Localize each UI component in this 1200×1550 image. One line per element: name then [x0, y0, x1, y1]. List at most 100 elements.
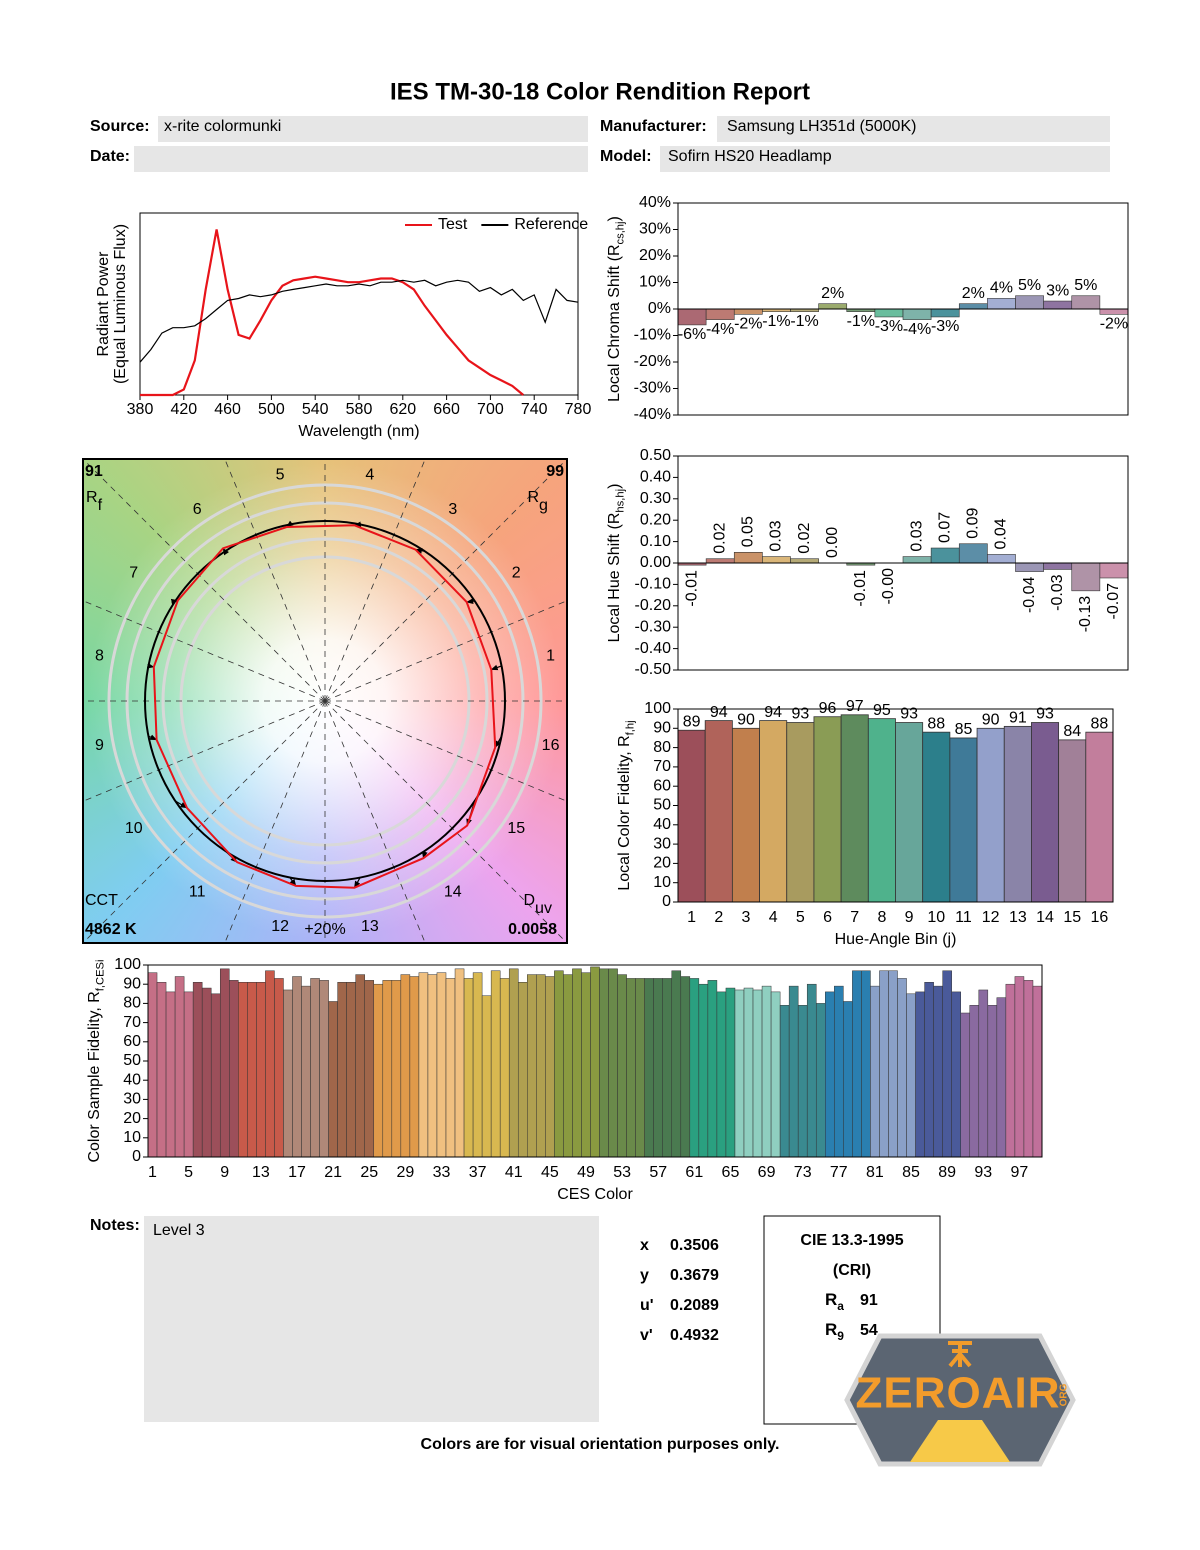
bar — [472, 972, 483, 1158]
x-tick-label: 380 — [127, 401, 154, 418]
bar — [1014, 976, 1025, 1158]
subscript: cs,hj — [615, 221, 627, 244]
bar — [762, 556, 791, 564]
subscript: f — [98, 496, 103, 514]
bar — [759, 720, 788, 903]
x-tick-label: 540 — [302, 401, 329, 418]
bar — [987, 554, 1016, 564]
bar — [888, 970, 898, 1158]
bar — [1099, 308, 1129, 315]
x-tick-label: 2 — [714, 909, 723, 926]
bin-boundary — [324, 460, 566, 702]
field-value: Samsung LH351d (5000K) — [727, 118, 916, 135]
bar — [716, 991, 727, 1158]
bar — [734, 989, 745, 1158]
subscript: hs,hj — [615, 489, 627, 513]
coord-value: 0.3679 — [670, 1267, 719, 1284]
bar — [818, 303, 848, 310]
y-tick-label: 80 — [123, 995, 141, 1012]
bar — [689, 978, 700, 1158]
value-label: 0.04 — [993, 518, 1010, 549]
bar — [382, 980, 393, 1158]
y-tick-label: -0.40 — [635, 640, 672, 657]
x-tick-label: 1 — [148, 1164, 157, 1181]
bar — [490, 970, 501, 1158]
bar — [256, 982, 266, 1158]
bar — [1003, 725, 1032, 903]
bar — [779, 1005, 790, 1158]
bar — [761, 985, 772, 1158]
subscript: f,hj — [625, 720, 637, 735]
vector-graphic — [84, 460, 566, 942]
bar — [499, 978, 510, 1158]
x-tick-label: 25 — [360, 1164, 378, 1181]
bar — [976, 727, 1005, 903]
bar — [705, 558, 735, 564]
y-tick-label: 70 — [123, 1014, 141, 1031]
bar — [733, 308, 763, 315]
bin-boundary — [84, 600, 326, 702]
bar — [192, 982, 203, 1158]
bar — [1071, 295, 1101, 310]
bar — [508, 968, 519, 1158]
y-tick-label: 40% — [639, 194, 671, 211]
bar — [879, 970, 889, 1158]
x-tick-label: 33 — [433, 1164, 451, 1181]
field-label: Model: — [600, 148, 652, 165]
logo-text: ZEROAIR — [856, 1369, 1061, 1418]
bar — [391, 980, 402, 1158]
bar — [165, 991, 176, 1158]
x-tick-label: 780 — [565, 401, 592, 418]
y-tick-label: 0% — [648, 300, 671, 317]
y-axis-sublabel: (Equal Luminous Flux) — [112, 224, 129, 384]
x-tick-label: 61 — [685, 1164, 703, 1181]
bar — [364, 980, 375, 1158]
y-tick-label: 20 — [123, 1110, 141, 1127]
bar — [969, 1005, 980, 1158]
bar — [942, 970, 952, 1158]
bin-label: 9 — [95, 737, 104, 754]
bar — [725, 987, 736, 1158]
bin-label: 5 — [276, 467, 285, 484]
x-tick-label: 17 — [288, 1164, 306, 1181]
y-tick-label: 70 — [653, 758, 671, 775]
bar — [445, 978, 456, 1158]
value-label: 93 — [1036, 706, 1054, 723]
bar — [147, 972, 158, 1158]
plot-frame — [139, 212, 579, 396]
duv-value: 0.0058 — [508, 921, 557, 938]
label: Local Hue Shift (Rhs,hj) — [606, 484, 626, 643]
y-tick-label: 50 — [653, 797, 671, 814]
bar — [698, 983, 709, 1158]
field-box — [660, 146, 1110, 172]
field-value: x-rite colormunki — [164, 118, 281, 135]
value-label: -4% — [706, 321, 734, 338]
ring-label: +20% — [304, 921, 345, 938]
label-part: Local Hue Shift (R — [606, 513, 623, 643]
y-tick-label: -0.20 — [635, 597, 672, 614]
cri-item: Ra 91 — [825, 1290, 878, 1313]
label: Local Color Fidelity, Rf,hj — [616, 720, 636, 890]
bar — [770, 991, 781, 1158]
bin-label: 7 — [129, 564, 138, 581]
value-label: 0.00 — [824, 527, 841, 558]
bar — [867, 718, 896, 903]
value-label: 0.03 — [768, 520, 785, 551]
y-tick-label: 100 — [114, 956, 141, 973]
bar — [247, 982, 257, 1158]
value-label: 93 — [900, 706, 918, 723]
subscript: uv — [535, 899, 552, 917]
bar — [840, 714, 869, 903]
y-tick-label: -20% — [634, 353, 671, 370]
subscript: g — [539, 496, 548, 514]
bar — [454, 968, 465, 1158]
value-label: 93 — [791, 706, 809, 723]
value-label: 3% — [1046, 282, 1069, 299]
y-tick-label: 60 — [123, 1033, 141, 1050]
coord-label: y — [640, 1267, 649, 1284]
x-axis-label: Hue-Angle Bin (j) — [835, 931, 957, 948]
x-tick-label: 580 — [346, 401, 373, 418]
bar — [156, 982, 167, 1158]
bar — [635, 978, 645, 1158]
